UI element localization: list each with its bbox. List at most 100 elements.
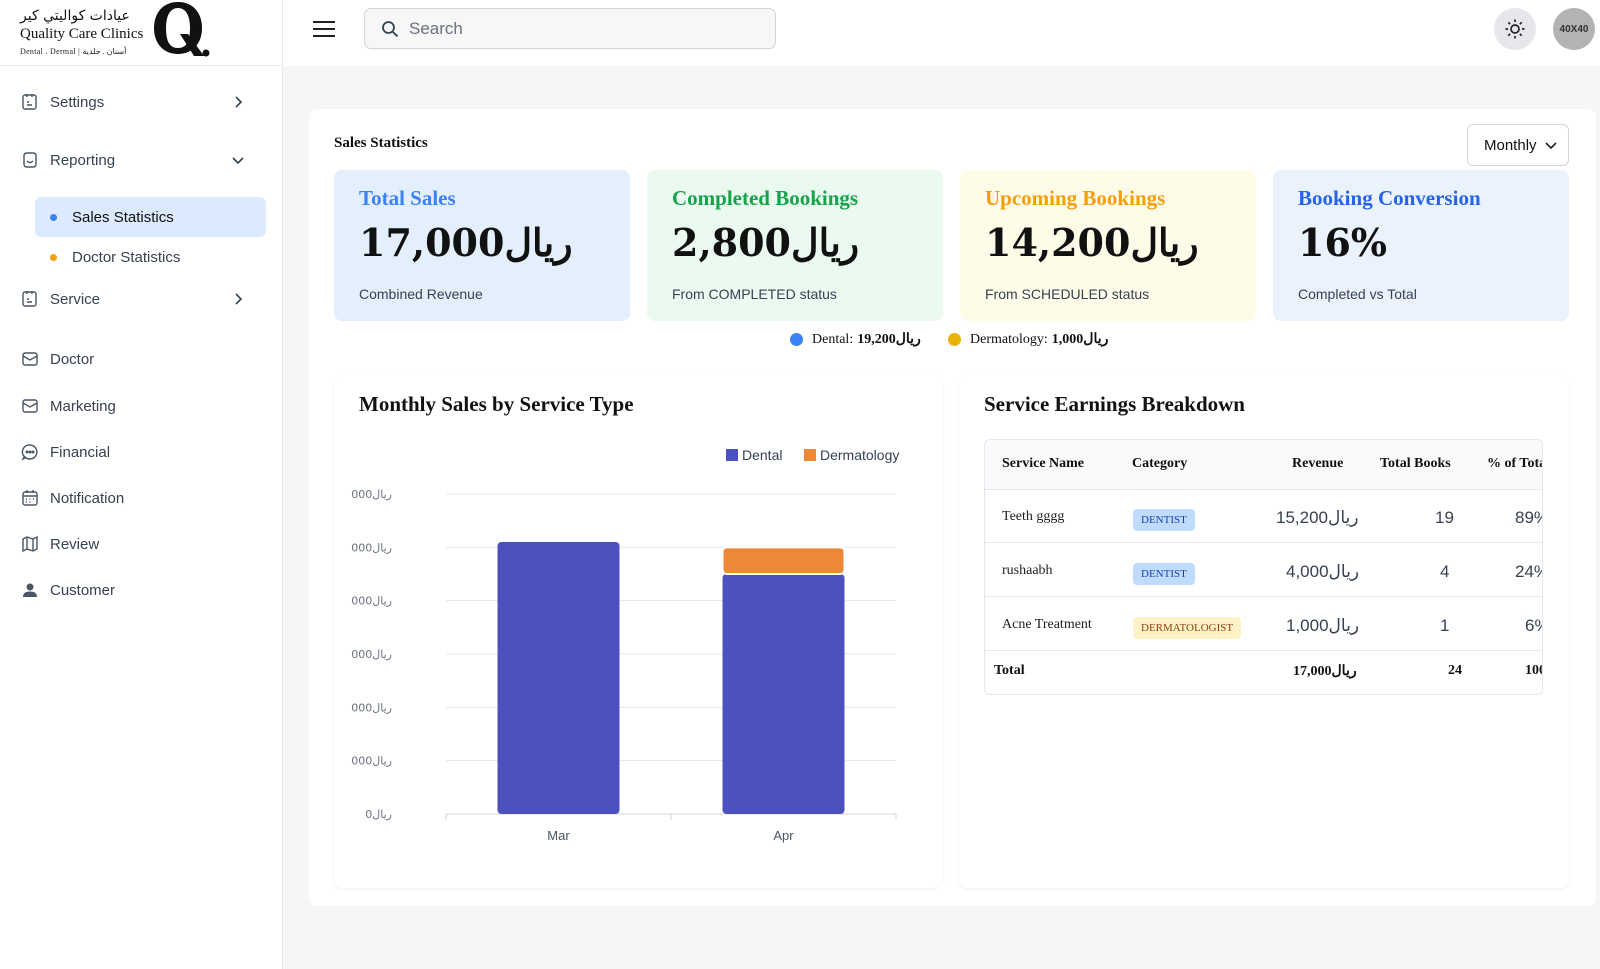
legend-swatch-dermatology <box>804 449 816 461</box>
logo-english-text: Quality Care Clinics <box>20 26 144 42</box>
sidebar-item-reporting[interactable]: Reporting <box>20 140 260 180</box>
column-header: Service Name <box>1002 456 1085 471</box>
chevron-right-icon <box>235 293 243 305</box>
y-tick-label: 0ريال <box>365 808 392 821</box>
table-header: Service Name Category Revenue Total Book… <box>985 440 1542 490</box>
revenue-cell: 1,000ريال <box>1286 616 1360 635</box>
revenue-cell: 15,200ريال <box>1276 508 1359 527</box>
card-value: 16% <box>1298 220 1387 265</box>
earnings-table[interactable]: Service Name Category Revenue Total Book… <box>984 439 1543 695</box>
bar-dental-mar <box>497 542 620 814</box>
total-percent: 100% <box>1525 663 1542 678</box>
mail-icon <box>20 349 40 369</box>
sidebar-item-label: Customer <box>50 581 116 599</box>
service-icon <box>20 289 40 309</box>
card-value: 17,000ريال <box>359 220 573 265</box>
sidebar-item-label: Reporting <box>50 151 116 169</box>
bullet-dot <box>50 213 57 221</box>
logo-subtitle: Dental . Dermal | أسنان . جلدية <box>20 47 127 56</box>
bar-dermatology-apr <box>721 546 846 575</box>
category-badge: DENTIST <box>1133 563 1195 585</box>
column-header: Revenue <box>1292 456 1344 471</box>
percent-cell: 6% <box>1525 616 1542 635</box>
chat-icon <box>20 442 40 462</box>
monthly-sales-chart-card: Monthly Sales by Service Type 0ريال 000ري… <box>334 376 942 888</box>
calendar-icon <box>20 488 40 508</box>
sidebar-item-service[interactable]: Service <box>20 279 260 319</box>
card-subtitle: Completed vs Total <box>1298 286 1417 302</box>
card-title: Booking Conversion <box>1298 186 1481 210</box>
sidebar-item-label: Review <box>50 535 100 553</box>
legend-value: 1,000ريال <box>1051 332 1109 347</box>
sidebar-subitem-sales-statistics[interactable]: Sales Statistics <box>35 197 266 237</box>
card-value: 14,200ريال <box>985 220 1199 265</box>
legend-label: Dermatology: <box>970 331 1048 347</box>
user-icon <box>20 580 40 600</box>
search-box[interactable] <box>364 8 776 49</box>
books-cell: 4 <box>1440 562 1450 581</box>
chevron-down-icon <box>1545 142 1557 150</box>
monthly-sales-chart: 0ريال 000ريال 000ريال 000ريال 000ريال 000ريال… <box>351 447 899 843</box>
upcoming-bookings-card: Upcoming Bookings 14,200ريال From SCHEDU… <box>960 170 1256 321</box>
sidebar-item-label: Marketing <box>50 397 116 415</box>
revenue-cell: 4,000ريال <box>1286 562 1360 581</box>
sidebar-item-review[interactable]: Review <box>20 524 260 564</box>
sidebar-item-financial[interactable]: Financial <box>20 432 260 472</box>
sidebar-item-doctor[interactable]: Doctor <box>20 339 260 379</box>
sidebar-item-settings[interactable]: Settings <box>20 82 260 122</box>
category-badge: DENTIST <box>1133 509 1195 531</box>
y-tick-label: 000ريال <box>351 755 392 768</box>
sidebar-item-label: Financial <box>50 443 111 461</box>
completed-bookings-card: Completed Bookings 2,800ريال From COMPLE… <box>647 170 943 321</box>
total-revenue: 17,000ريال <box>1293 664 1357 679</box>
card-subtitle: Combined Revenue <box>359 286 483 302</box>
table-total-row: Total 17,000ريال 24 100% <box>985 649 1542 694</box>
sidebar-item-marketing[interactable]: Marketing <box>20 386 260 426</box>
card-title: Completed Bookings <box>672 186 859 210</box>
search-input[interactable] <box>409 18 769 39</box>
total-label: Total <box>994 663 1025 678</box>
legend-label-dermatology: Dermatology <box>820 447 899 463</box>
service-name: rushaabh <box>1002 563 1053 578</box>
percent-cell: 89% <box>1515 508 1542 527</box>
sidebar-item-label: Doctor <box>50 350 95 368</box>
page-title: Sales Statistics <box>334 135 428 151</box>
category-badge: DERMATOLOGIST <box>1133 617 1242 639</box>
legend-label-dental: Dental <box>742 447 782 463</box>
avatar[interactable]: 40X40 <box>1553 8 1595 50</box>
card-value: 2,800ريال <box>672 220 860 265</box>
card-subtitle: From SCHEDULED status <box>985 286 1150 302</box>
sidebar-subitem-label: Sales Statistics <box>72 208 174 226</box>
topbar: 40X40 <box>283 0 1600 66</box>
service-earnings-card: Service Earnings Breakdown Service Name … <box>959 376 1569 888</box>
chevron-right-icon <box>235 96 243 108</box>
card-title: Total Sales <box>359 186 456 210</box>
table-row: Acne Treatment DERMATOLOGIST 1,000ريال 1… <box>985 598 1542 651</box>
column-header: Total Books <box>1380 456 1451 471</box>
x-tick-label: Apr <box>773 828 794 843</box>
card-subtitle: From COMPLETED status <box>672 286 837 302</box>
service-name: Acne Treatment <box>1002 617 1092 632</box>
clinic-logo[interactable]: عيادات كواليتي كير Quality Care Clinics … <box>0 0 283 66</box>
reporting-icon <box>20 150 40 170</box>
hamburger-menu-icon[interactable] <box>311 18 337 40</box>
column-header: Category <box>1132 456 1188 471</box>
table-row: rushaabh DENTIST 4,000ريال 4 24% <box>985 544 1542 597</box>
total-sales-card: Total Sales 17,000ريال Combined Revenue <box>334 170 630 321</box>
sidebar-item-label: Notification <box>50 489 125 507</box>
period-select[interactable]: Monthly <box>1467 124 1569 166</box>
y-tick-label: 000ريال <box>351 701 392 714</box>
y-tick-label: 000ريال <box>351 541 392 554</box>
sales-statistics-panel: Sales Statistics Monthly Total Sales 17,… <box>309 109 1596 906</box>
sidebar-subitem-label: Doctor Statistics <box>72 248 181 266</box>
sidebar-item-notification[interactable]: Notification <box>20 478 260 518</box>
mail-icon <box>20 396 40 416</box>
service-name: Teeth gggg <box>1002 509 1065 524</box>
dental-summary-legend: Dental: 19,200ريال <box>790 331 921 348</box>
theme-toggle-button[interactable] <box>1494 8 1536 50</box>
logo-arabic-text: عيادات كواليتي كير <box>20 8 130 24</box>
sidebar-subitem-doctor-statistics[interactable]: Doctor Statistics <box>35 237 266 277</box>
sidebar-item-label: Service <box>50 290 101 308</box>
sidebar-item-customer[interactable]: Customer <box>20 570 260 610</box>
y-tick-label: 000ريال <box>351 595 392 608</box>
